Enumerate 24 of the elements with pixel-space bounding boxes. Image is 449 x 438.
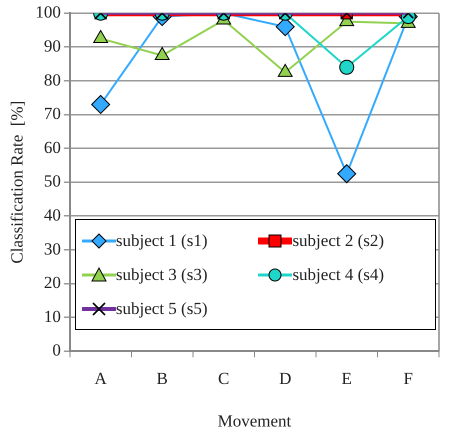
y-tick-label: 60 <box>44 138 61 157</box>
y-tick-label: 90 <box>44 36 61 56</box>
y-tick-label: 40 <box>44 205 61 224</box>
y-tick-label: 100 <box>35 2 61 22</box>
x-tick-label: B <box>156 368 168 388</box>
legend-label: subject 3 (s3) <box>116 265 208 286</box>
x-tick-label: C <box>218 368 230 388</box>
y-tick-label: 30 <box>44 239 61 258</box>
y-axis-title: Classification Rate [%] <box>8 100 27 264</box>
legend-label: subject 2 (s2) <box>292 231 384 252</box>
y-tick-label: 50 <box>44 172 61 191</box>
legend-label: subject 1 (s1) <box>116 231 208 252</box>
x-tick-label: E <box>342 368 352 388</box>
x-axis-title: Movement <box>218 411 292 430</box>
x-tick-label: D <box>279 368 292 388</box>
legend-label: subject 4 (s4) <box>292 265 384 286</box>
x-tick-label: A <box>94 368 108 388</box>
y-tick-label: 0 <box>52 340 61 360</box>
legend-label: subject 5 (s5) <box>116 299 208 320</box>
y-tick-label: 20 <box>44 273 61 292</box>
y-tick-label: 70 <box>44 104 61 124</box>
y-tick-label: 10 <box>44 306 61 326</box>
x-tick-label: F <box>404 368 413 388</box>
y-tick-label: 80 <box>44 70 61 90</box>
